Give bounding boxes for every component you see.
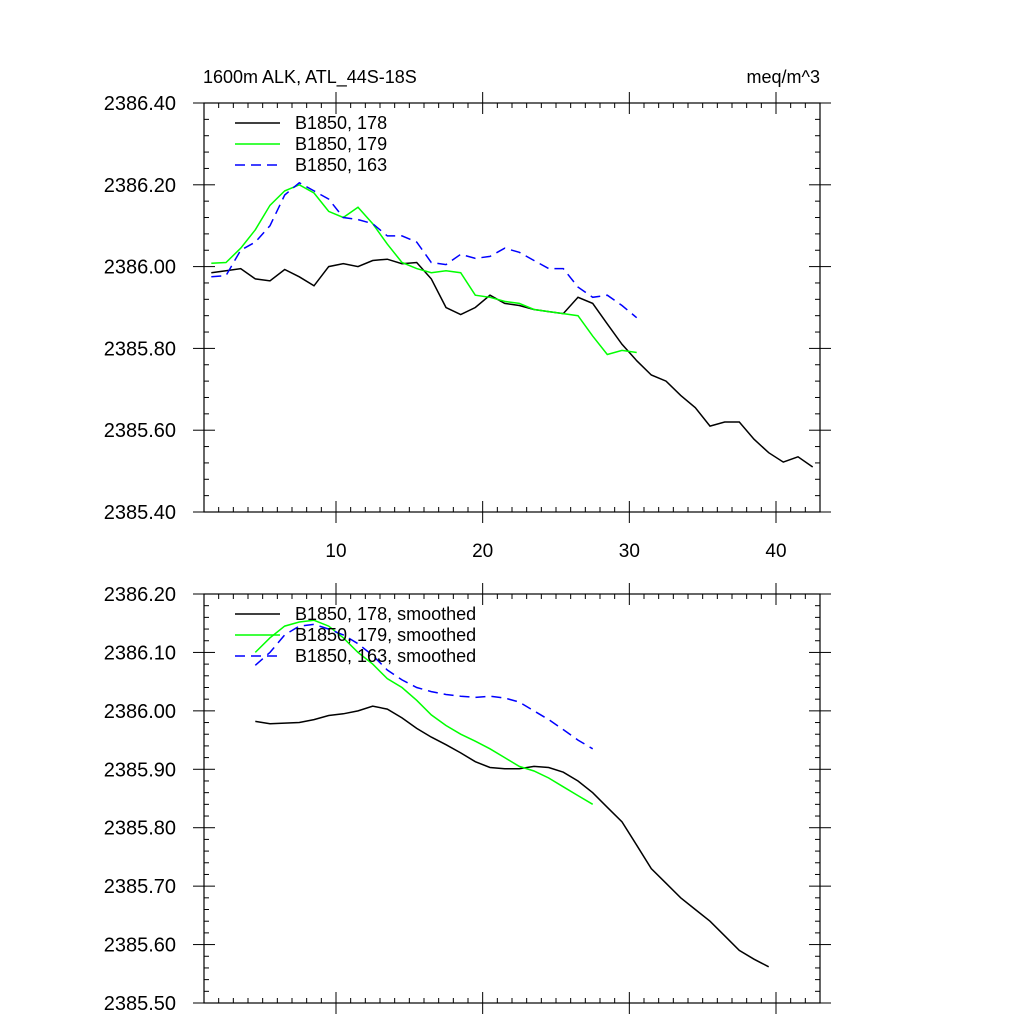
series-line-2: [254, 619, 594, 805]
x-tick-label: 40: [765, 541, 786, 562]
y-tick-label: 2385.60: [104, 420, 176, 442]
legend-label-3: B1850, 163: [295, 155, 387, 175]
y-tick-label: 2386.20: [104, 584, 176, 606]
y-tick-label: 2385.40: [104, 502, 176, 524]
legend-label-1: B1850, 178, smoothed: [295, 604, 476, 624]
y-tick-label: 2385.80: [104, 338, 176, 360]
x-tick-label: 30: [619, 541, 640, 562]
y-tick-label: 2386.20: [104, 175, 176, 197]
legend-label-2: B1850, 179, smoothed: [295, 625, 476, 645]
series-line-1: [255, 705, 770, 968]
y-tick-label: 2386.40: [104, 93, 176, 115]
y-tick-label: 2385.90: [104, 759, 176, 781]
units-label: meq/m^3: [747, 67, 820, 87]
y-tick-label: 2385.80: [104, 818, 176, 840]
y-tick-label: 2386.00: [104, 701, 176, 723]
series-line-3: [254, 623, 594, 750]
legend-label-2: B1850, 179: [295, 134, 387, 154]
series-line-3: [211, 181, 638, 319]
y-tick-label: 2385.50: [104, 993, 176, 1015]
x-tick-label: 10: [325, 541, 346, 562]
y-tick-label: 2385.70: [104, 876, 176, 898]
legend-label-1: B1850, 178: [295, 113, 387, 133]
y-tick-label: 2386.00: [104, 257, 176, 279]
y-tick-label: 2386.10: [104, 642, 176, 664]
x-tick-label: 20: [472, 541, 493, 562]
series-line-2: [211, 183, 637, 356]
legend-label-3: B1850, 163, smoothed: [295, 646, 476, 666]
chart-title: 1600m ALK, ATL_44S-18S: [203, 67, 417, 88]
series-line-1: [211, 258, 814, 468]
y-tick-label: 2385.60: [104, 935, 176, 957]
